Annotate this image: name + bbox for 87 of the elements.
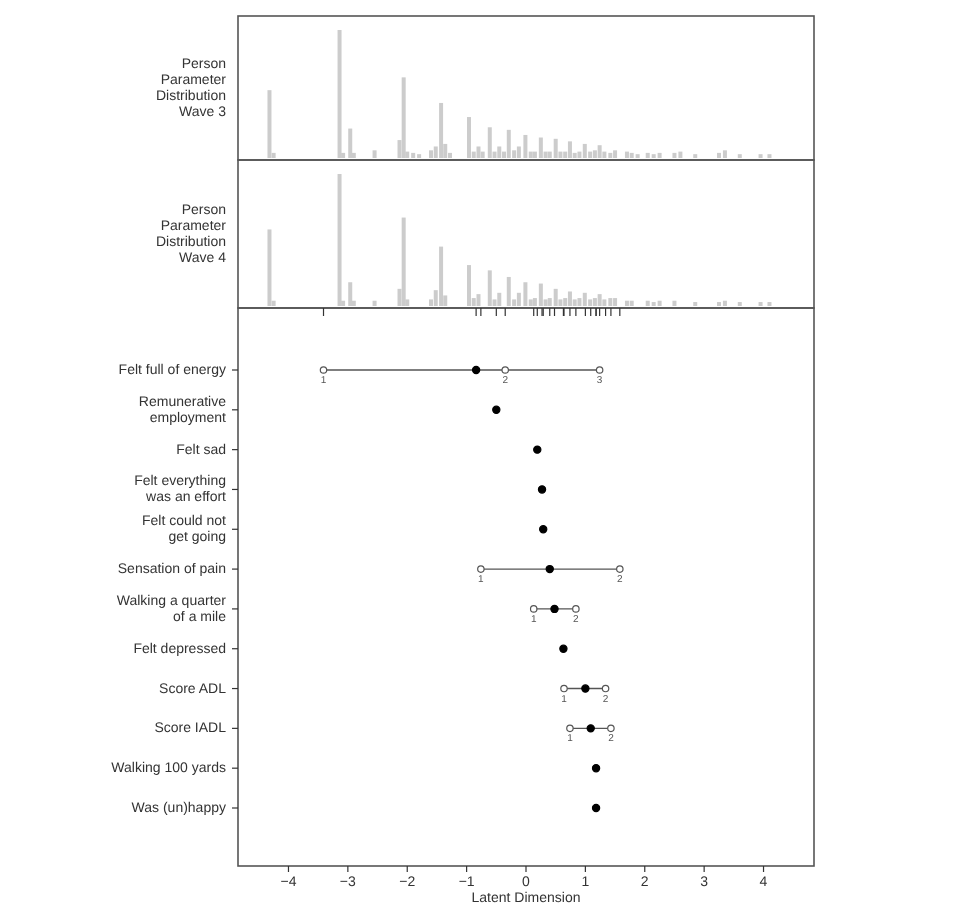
point <box>566 724 574 733</box>
bar <box>523 134 528 158</box>
bar <box>624 300 629 306</box>
bar <box>608 298 613 306</box>
bar <box>538 283 543 306</box>
bar <box>401 77 406 158</box>
point <box>550 604 559 614</box>
bar <box>645 300 650 306</box>
bar <box>372 300 377 306</box>
bar <box>487 270 492 306</box>
bar <box>608 152 613 158</box>
bar <box>439 246 444 306</box>
bar <box>592 298 597 306</box>
bar <box>567 141 572 158</box>
bar <box>348 128 353 158</box>
bar <box>466 265 471 306</box>
bar <box>428 150 433 158</box>
bar <box>645 152 650 158</box>
bar <box>577 298 582 306</box>
bar <box>672 152 677 158</box>
point <box>529 605 538 613</box>
point <box>616 565 624 573</box>
point <box>537 485 547 494</box>
point <box>559 644 568 653</box>
bar <box>613 298 618 306</box>
bar <box>716 152 721 158</box>
bar <box>497 292 502 306</box>
bar <box>657 152 662 158</box>
point <box>539 525 548 534</box>
bar <box>506 276 511 306</box>
point <box>595 366 604 374</box>
bar <box>629 152 634 158</box>
bar <box>538 137 543 158</box>
bar <box>657 300 662 306</box>
bar <box>267 229 272 306</box>
bar <box>602 151 607 158</box>
bar <box>553 138 558 158</box>
bar <box>563 298 568 306</box>
bar <box>497 146 502 158</box>
bar <box>411 152 416 158</box>
point <box>319 366 328 374</box>
point <box>560 684 568 693</box>
point <box>591 803 601 813</box>
bar <box>672 300 677 306</box>
bar <box>523 282 528 306</box>
point <box>477 565 485 573</box>
bar <box>678 151 683 158</box>
bar <box>629 300 634 306</box>
point <box>601 684 610 693</box>
bar <box>466 117 471 158</box>
point <box>533 445 542 454</box>
bar <box>447 152 452 158</box>
bar <box>597 294 602 306</box>
bar <box>487 127 492 158</box>
bar <box>722 150 727 158</box>
bar <box>439 102 444 158</box>
bar <box>567 291 572 306</box>
bar <box>582 143 587 158</box>
bar <box>613 150 618 158</box>
bar <box>602 299 607 306</box>
bar <box>592 150 597 158</box>
bar <box>577 151 582 158</box>
point <box>501 366 510 374</box>
bar <box>372 150 377 158</box>
point <box>545 564 554 574</box>
bar <box>476 294 481 306</box>
bar <box>337 30 342 158</box>
bar <box>553 288 558 306</box>
point <box>471 365 481 375</box>
bar <box>506 129 511 158</box>
bar <box>401 217 406 306</box>
bar <box>348 282 353 306</box>
bar <box>597 145 602 158</box>
point <box>581 684 590 693</box>
point <box>586 724 595 733</box>
bar <box>337 174 342 306</box>
bar <box>582 292 587 306</box>
bar <box>588 151 593 158</box>
bar <box>572 299 577 306</box>
point <box>607 724 615 733</box>
point <box>572 605 580 613</box>
bar <box>624 151 629 158</box>
point <box>492 405 501 415</box>
bar <box>267 90 272 158</box>
point <box>591 763 601 773</box>
bar <box>722 300 727 306</box>
bar <box>588 299 593 306</box>
